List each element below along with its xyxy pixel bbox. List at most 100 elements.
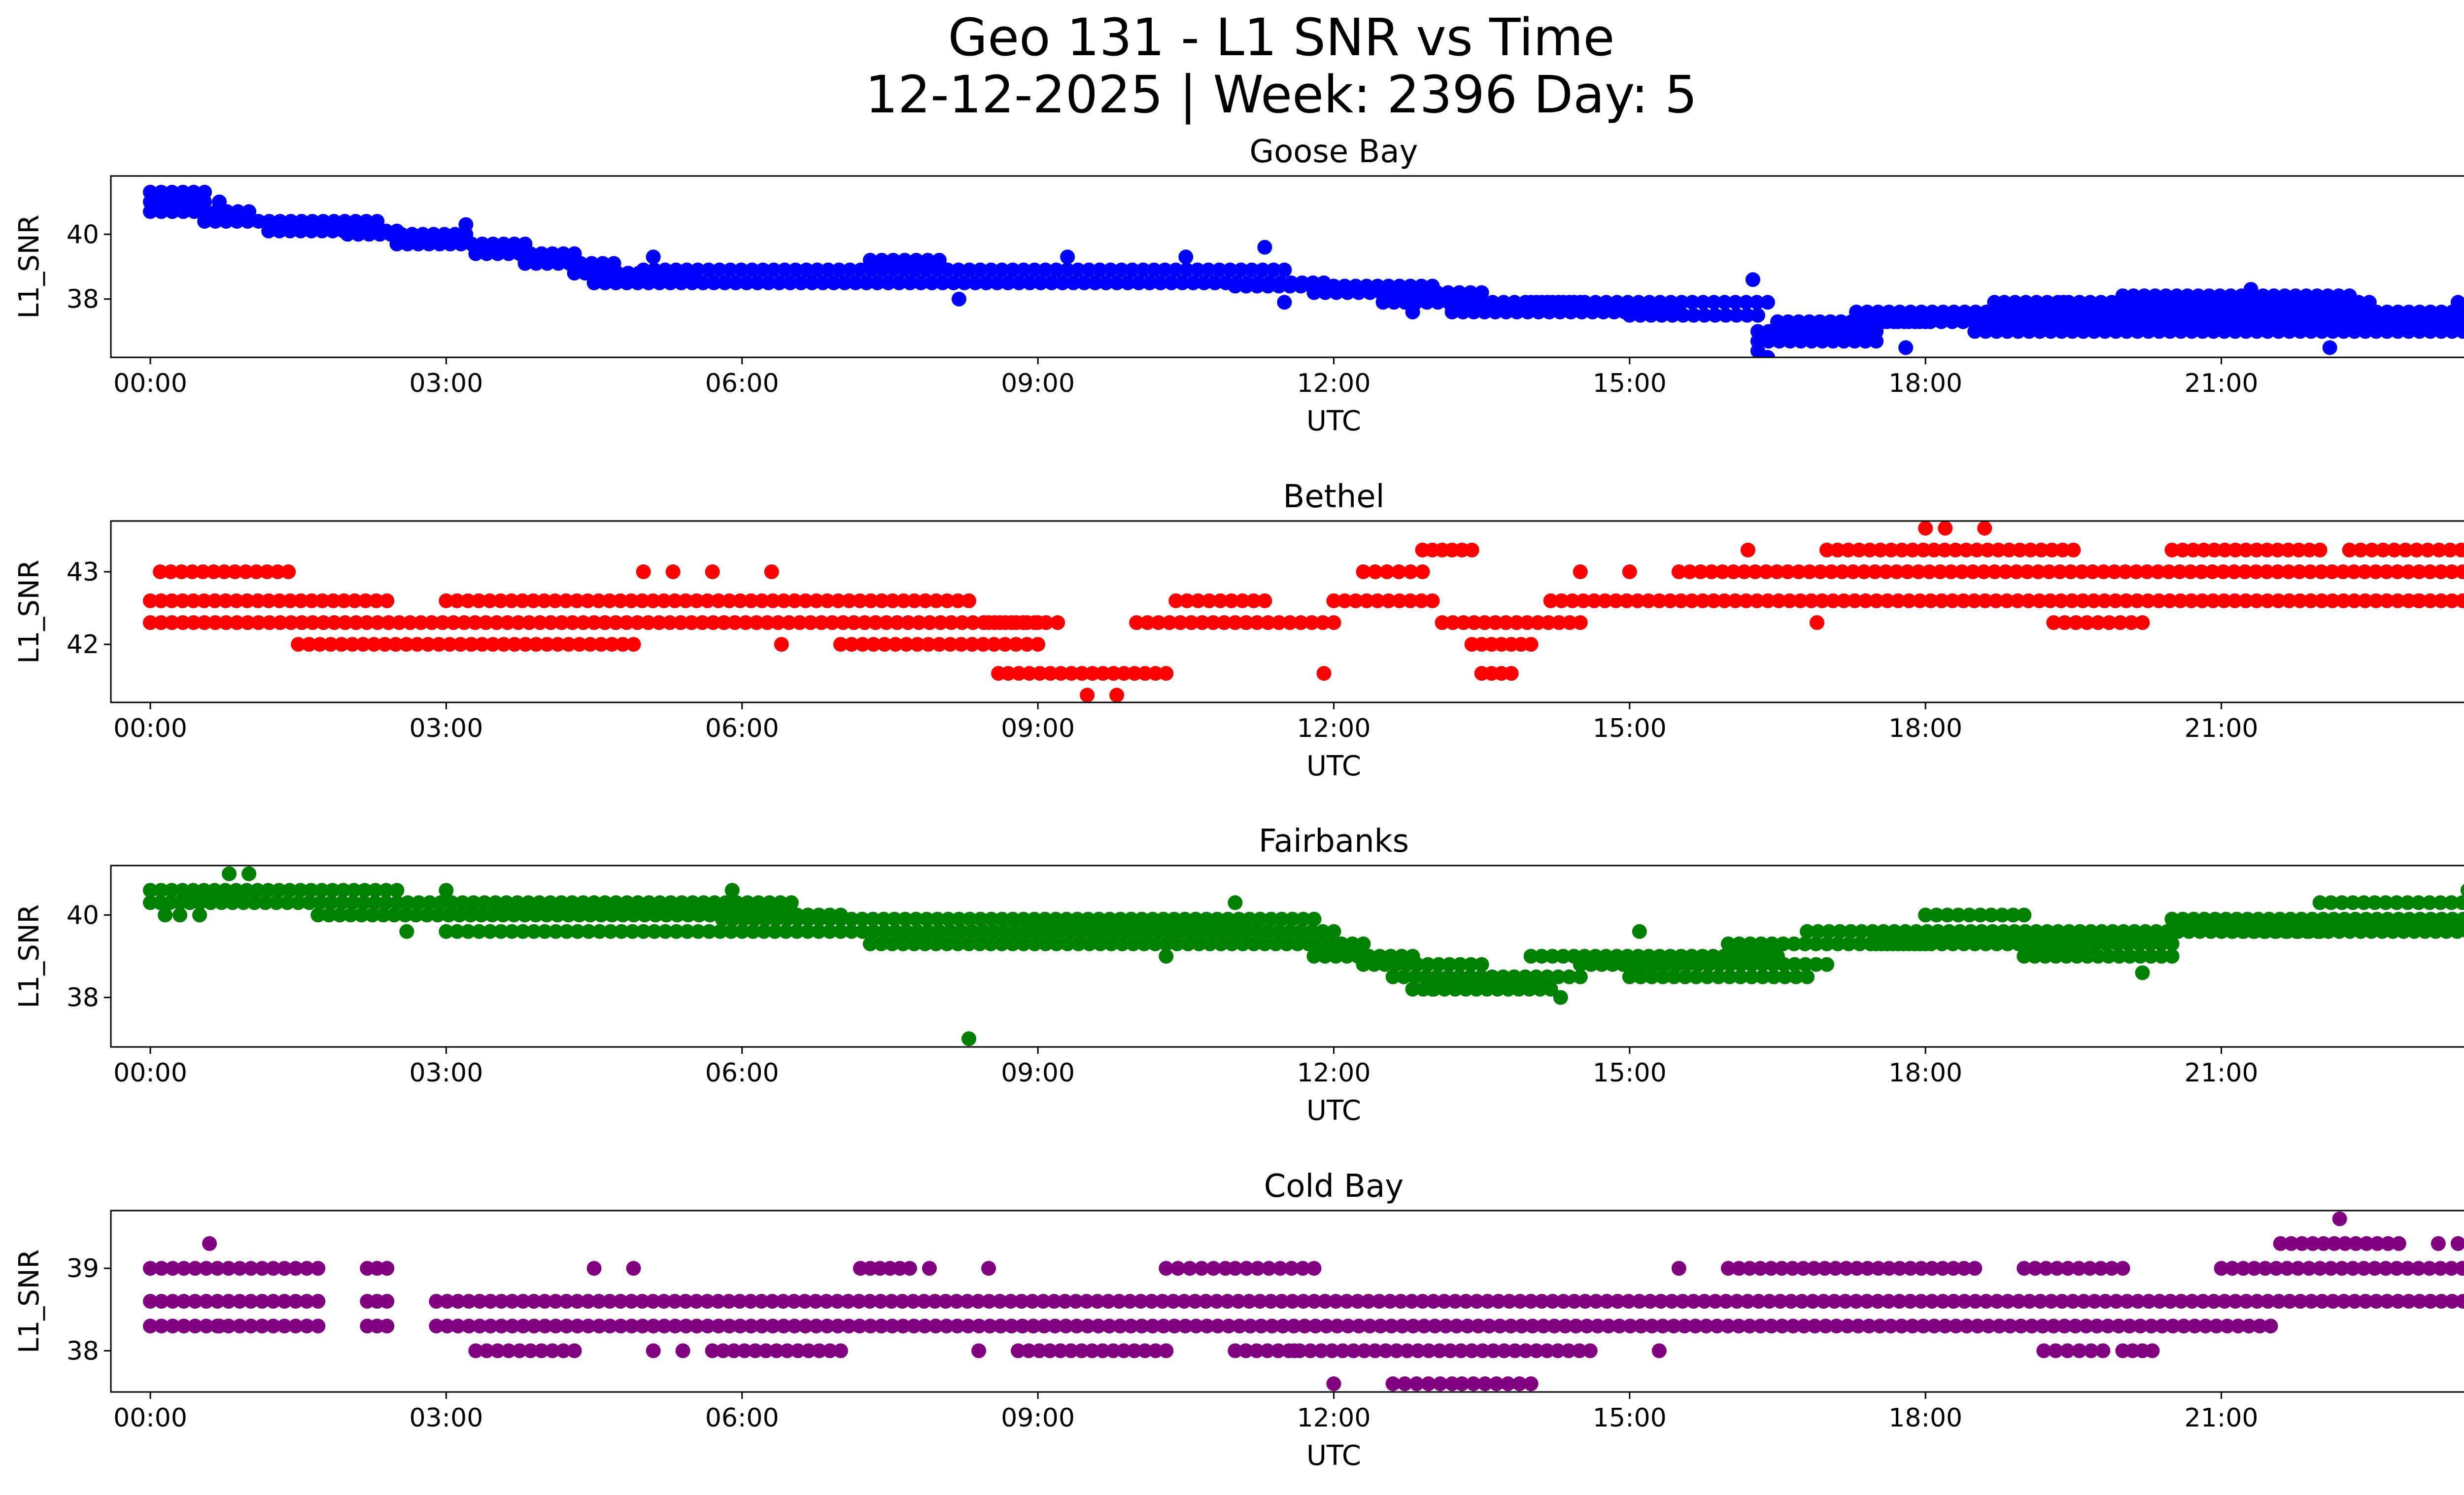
data-point [837, 275, 852, 290]
data-point [1496, 969, 1511, 984]
data-point [232, 1294, 247, 1309]
data-point [1742, 1319, 1757, 1334]
data-point [1027, 936, 1042, 951]
data-point [321, 907, 337, 923]
data-point [1819, 957, 1835, 972]
data-point [1043, 666, 1058, 681]
data-point [1848, 1294, 1864, 1309]
data-point [1304, 615, 1319, 630]
data-point [1207, 275, 1223, 290]
data-point [1238, 615, 1254, 630]
data-point [2303, 324, 2319, 339]
data-point [2282, 324, 2297, 339]
data-point [1543, 593, 1558, 608]
data-point [1503, 1319, 1518, 1334]
data-point [2359, 1236, 2374, 1251]
data-point [1813, 564, 1828, 579]
data-point [1463, 969, 1478, 984]
data-point [1919, 924, 1935, 939]
data-point [939, 936, 955, 951]
data-point [2050, 1261, 2065, 1276]
data-point [2320, 288, 2335, 304]
data-point [2342, 288, 2357, 304]
scatter-series [143, 184, 2464, 357]
data-point [1693, 564, 1709, 579]
data-point [765, 593, 781, 608]
data-point [866, 637, 881, 652]
data-point [2256, 288, 2271, 304]
data-point [348, 615, 364, 630]
data-point [2444, 593, 2460, 608]
data-point [323, 637, 339, 652]
data-point [1011, 1343, 1026, 1358]
data-point [312, 637, 328, 652]
data-point [1178, 249, 1194, 265]
data-point [1296, 1294, 1311, 1309]
data-point [449, 924, 465, 939]
data-point [1184, 924, 1199, 939]
data-point [1512, 1376, 1527, 1391]
data-point [1224, 936, 1239, 951]
data-point [1783, 1294, 1799, 1309]
data-point [1622, 564, 1637, 579]
y-tick-label: 42 [67, 630, 99, 660]
data-point [979, 275, 994, 290]
data-point [783, 275, 798, 290]
data-point [1005, 262, 1021, 278]
data-point [2061, 924, 2077, 939]
data-point [1619, 593, 1634, 608]
data-point [165, 1294, 180, 1309]
data-point [461, 1319, 477, 1334]
data-point [1847, 334, 1862, 349]
data-point [1359, 593, 1374, 608]
data-point [1529, 969, 1544, 984]
data-point [1295, 1261, 1310, 1276]
data-point [2001, 542, 2017, 557]
data-point [1892, 1294, 1907, 1309]
data-point [1599, 1294, 1614, 1309]
data-point [2176, 1319, 2191, 1334]
data-point [325, 223, 341, 239]
data-point [2310, 924, 2326, 939]
data-point [1766, 957, 1781, 972]
data-point [1330, 1319, 1345, 1334]
data-point [243, 1294, 259, 1309]
data-point [800, 924, 816, 939]
data-point [2251, 911, 2266, 927]
data-point [2353, 542, 2368, 557]
data-point [507, 637, 522, 652]
data-point [1699, 1319, 1714, 1334]
data-point [1418, 969, 1434, 984]
data-point [199, 1261, 214, 1276]
data-point [1367, 957, 1382, 972]
data-point [1780, 564, 1795, 579]
data-point [2053, 564, 2068, 579]
data-point [1238, 1343, 1254, 1358]
data-point [1804, 593, 1819, 608]
data-point [1807, 1319, 1822, 1334]
x-axis-label: UTC [1306, 1095, 1361, 1127]
data-point [954, 924, 969, 939]
data-point [576, 615, 591, 630]
data-point [1529, 1343, 1544, 1358]
data-point [532, 615, 548, 630]
data-point [1731, 1261, 1746, 1276]
data-point [1489, 1376, 1504, 1391]
data-point [1156, 911, 1171, 927]
data-point [362, 227, 376, 242]
data-point [2090, 615, 2106, 630]
data-point [1540, 1343, 1555, 1358]
data-point [715, 911, 730, 927]
data-point [1974, 924, 1989, 939]
data-point [548, 1294, 563, 1309]
data-point [1800, 924, 1815, 939]
data-point [1308, 1319, 1323, 1334]
data-point [272, 593, 287, 608]
data-point [2104, 295, 2120, 310]
data-point [696, 895, 711, 910]
data-point [932, 637, 947, 652]
data-point [310, 907, 326, 923]
data-point [804, 275, 820, 290]
data-point [1761, 334, 1776, 349]
data-point [1523, 1376, 1539, 1391]
